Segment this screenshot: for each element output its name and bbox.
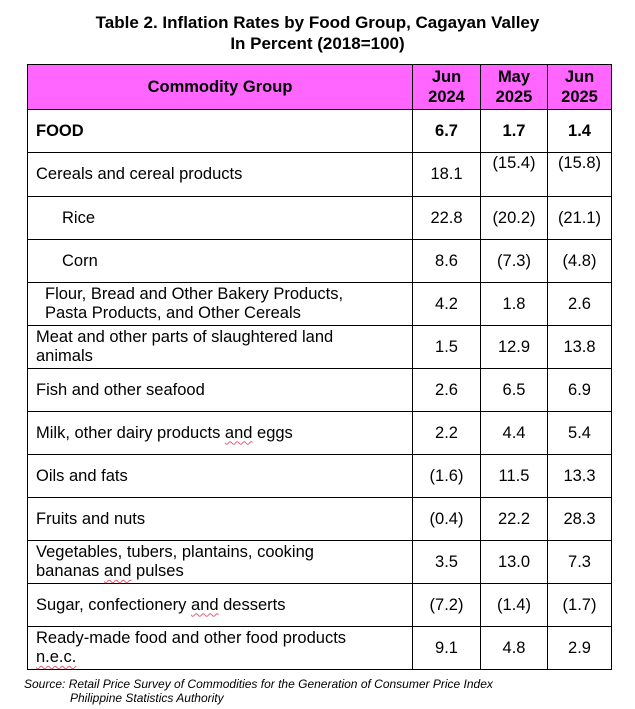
table-row: Fish and other seafood 2.6 6.5 6.9 <box>27 368 612 412</box>
cell-value: 4.2 <box>412 282 481 326</box>
cell-value: 6.9 <box>547 368 612 412</box>
cell-value: 3.5 <box>412 540 481 584</box>
cell-value: 22.8 <box>412 196 481 240</box>
cell-value: 2.6 <box>547 282 612 326</box>
table-row: Vegetables, tubers, plantains, cooking ba… <box>27 540 612 584</box>
cell-value: (1.7) <box>547 583 612 627</box>
cell-value: 28.3 <box>547 497 612 541</box>
spellcheck-word: n.e.c. <box>36 648 77 666</box>
row-label: Cereals and cereal products <box>27 152 413 197</box>
table-row: Sugar, confectionery and desserts (7.2) … <box>27 583 612 627</box>
spellcheck-word: and <box>103 562 132 580</box>
cell-value: (1.4) <box>480 583 548 627</box>
cell-value: (15.4) <box>480 152 548 197</box>
cell-value: 2.2 <box>412 411 481 455</box>
title-line-2: In Percent (2018=100) <box>230 34 405 53</box>
cell-value: 7.3 <box>547 540 612 584</box>
spellcheck-word: and <box>224 423 253 442</box>
row-label: FOOD <box>27 109 413 153</box>
header-commodity-group: Commodity Group <box>27 64 413 110</box>
table-row: Milk, other dairy products and eggs 2.2 … <box>27 411 612 455</box>
cell-value: 9.1 <box>412 626 481 670</box>
row-label: Meat and other parts of slaughtered land… <box>27 325 413 369</box>
cell-value: (21.1) <box>547 196 612 240</box>
cell-value: (0.4) <box>412 497 481 541</box>
cell-value: 2.6 <box>412 368 481 412</box>
cell-value: 13.3 <box>547 454 612 498</box>
table-row: Rice 22.8 (20.2) (21.1) <box>27 196 612 240</box>
cell-value: 1.5 <box>412 325 481 369</box>
cell-value: 1.4 <box>547 109 612 153</box>
row-label: Fish and other seafood <box>27 368 413 412</box>
header-may-2025: May 2025 <box>480 64 548 110</box>
row-label: Fruits and nuts <box>27 497 413 541</box>
cell-value: 1.7 <box>480 109 548 153</box>
cell-value: (7.3) <box>480 239 548 283</box>
cell-value: 13.8 <box>547 325 612 369</box>
cell-value: 11.5 <box>480 454 548 498</box>
source-note: Source: Retail Price Survey of Commoditi… <box>24 677 493 705</box>
row-label: Ready-made food and other food products n… <box>27 626 413 670</box>
table-row: Meat and other parts of slaughtered land… <box>27 325 612 369</box>
table-row: Fruits and nuts (0.4) 22.2 28.3 <box>27 497 612 541</box>
header-jun-2024: Jun 2024 <box>412 64 481 110</box>
cell-value: (20.2) <box>480 196 548 240</box>
cell-value: 18.1 <box>412 152 481 197</box>
source-line-1: Source: Retail Price Survey of Commoditi… <box>24 677 493 691</box>
cell-value: 12.9 <box>480 325 548 369</box>
cell-value: (15.8) <box>547 152 612 197</box>
cell-value: 2.9 <box>547 626 612 670</box>
table-title: Table 2. Inflation Rates by Food Group, … <box>0 12 635 54</box>
row-label: Flour, Bread and Other Bakery Products, P… <box>27 282 413 326</box>
table-row: FOOD 6.7 1.7 1.4 <box>27 109 612 153</box>
cell-value: 22.2 <box>480 497 548 541</box>
cell-value: (4.8) <box>547 239 612 283</box>
row-label: Rice <box>27 196 413 240</box>
cell-value: 1.8 <box>480 282 548 326</box>
cell-value: 5.4 <box>547 411 612 455</box>
cell-value: 8.6 <box>412 239 481 283</box>
table-row: Flour, Bread and Other Bakery Products, P… <box>27 282 612 326</box>
row-label: Corn <box>27 239 413 283</box>
spellcheck-word: and <box>191 595 219 614</box>
row-label: Oils and fats <box>27 454 413 498</box>
table-row: Ready-made food and other food products n… <box>27 626 612 670</box>
cell-value: (7.2) <box>412 583 481 627</box>
cell-value: 6.7 <box>412 109 481 153</box>
row-label: Sugar, confectionery and desserts <box>27 583 413 627</box>
header-jun-2025: Jun 2025 <box>547 64 612 110</box>
cell-value: 6.5 <box>480 368 548 412</box>
header-row: Commodity Group Jun 2024 May 2025 Jun 2025 <box>27 64 612 110</box>
cell-value: 4.8 <box>480 626 548 670</box>
table-row: Corn 8.6 (7.3) (4.8) <box>27 239 612 283</box>
cell-value: 4.4 <box>480 411 548 455</box>
inflation-table: Commodity Group Jun 2024 May 2025 Jun 2025 … <box>27 64 612 670</box>
row-label: Milk, other dairy products and eggs <box>27 411 413 455</box>
source-line-2: Philippine Statistics Authority <box>70 691 224 705</box>
row-label: Vegetables, tubers, plantains, cooking ba… <box>27 540 413 584</box>
table-row: Cereals and cereal products 18.1 (15.4) … <box>27 152 612 197</box>
table-row: Oils and fats (1.6) 11.5 13.3 <box>27 454 612 498</box>
title-line-1: Table 2. Inflation Rates by Food Group, … <box>95 13 540 32</box>
cell-value: (1.6) <box>412 454 481 498</box>
cell-value: 13.0 <box>480 540 548 584</box>
